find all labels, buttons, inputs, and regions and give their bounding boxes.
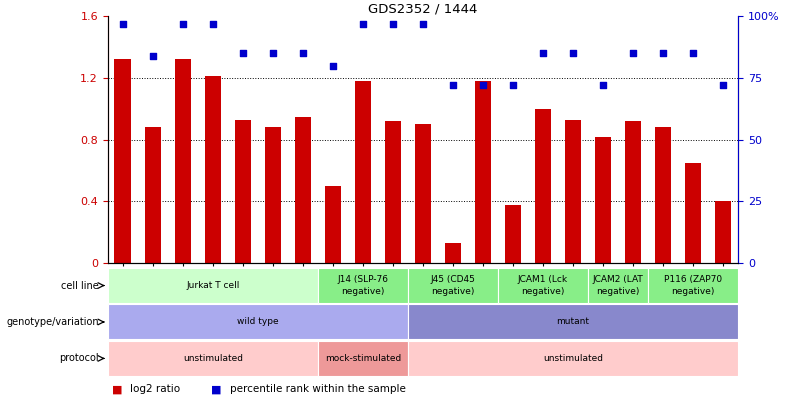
Point xyxy=(326,62,339,69)
Bar xyxy=(595,136,611,263)
Bar xyxy=(625,121,642,263)
Text: Jurkat T cell: Jurkat T cell xyxy=(186,281,239,290)
Point xyxy=(447,82,460,89)
Point xyxy=(567,50,579,56)
Bar xyxy=(265,127,281,263)
Bar xyxy=(505,205,521,263)
Text: ■: ■ xyxy=(112,384,122,394)
Point xyxy=(536,50,549,56)
Point xyxy=(117,20,129,27)
Bar xyxy=(108,305,408,339)
Point xyxy=(267,50,279,56)
Point xyxy=(297,50,310,56)
Bar xyxy=(235,119,251,263)
Bar xyxy=(294,117,311,263)
Bar xyxy=(318,268,408,303)
Point xyxy=(717,82,729,89)
Point xyxy=(236,50,249,56)
Text: JCAM2 (LAT
negative): JCAM2 (LAT negative) xyxy=(593,275,643,296)
Point xyxy=(357,20,369,27)
Point xyxy=(417,20,429,27)
Point xyxy=(176,20,189,27)
Text: unstimulated: unstimulated xyxy=(183,354,243,363)
Bar xyxy=(475,81,492,263)
Point xyxy=(386,20,399,27)
Bar xyxy=(385,121,401,263)
Bar xyxy=(588,268,648,303)
Bar xyxy=(408,305,738,339)
Bar xyxy=(318,341,408,376)
Point xyxy=(626,50,639,56)
Point xyxy=(657,50,670,56)
Bar xyxy=(175,60,191,263)
Text: protocol: protocol xyxy=(59,354,99,363)
Text: mutant: mutant xyxy=(556,318,590,326)
Bar xyxy=(108,341,318,376)
Point xyxy=(476,82,489,89)
Point xyxy=(207,20,219,27)
Bar xyxy=(204,77,221,263)
Text: genotype/variation: genotype/variation xyxy=(6,317,99,327)
Bar xyxy=(415,124,431,263)
Point xyxy=(507,82,519,89)
Text: mock-stimulated: mock-stimulated xyxy=(325,354,401,363)
Bar xyxy=(444,243,461,263)
Text: JCAM1 (Lck
negative): JCAM1 (Lck negative) xyxy=(518,275,568,296)
Bar xyxy=(144,127,161,263)
Point xyxy=(687,50,700,56)
Bar xyxy=(408,268,498,303)
Text: ■: ■ xyxy=(211,384,222,394)
Point xyxy=(597,82,610,89)
Text: J14 (SLP-76
negative): J14 (SLP-76 negative) xyxy=(338,275,389,296)
Bar xyxy=(114,60,131,263)
Text: log2 ratio: log2 ratio xyxy=(130,384,180,394)
Text: cell line: cell line xyxy=(61,281,99,290)
Bar xyxy=(354,81,371,263)
Bar xyxy=(648,268,738,303)
Point xyxy=(146,53,159,59)
Bar xyxy=(498,268,588,303)
Text: unstimulated: unstimulated xyxy=(543,354,603,363)
Text: J45 (CD45
negative): J45 (CD45 negative) xyxy=(431,275,476,296)
Bar xyxy=(565,119,581,263)
Title: GDS2352 / 1444: GDS2352 / 1444 xyxy=(368,2,478,15)
Bar xyxy=(715,202,732,263)
Text: wild type: wild type xyxy=(237,318,279,326)
Bar xyxy=(108,268,318,303)
Bar xyxy=(535,109,551,263)
Text: percentile rank within the sample: percentile rank within the sample xyxy=(230,384,405,394)
Bar xyxy=(325,186,341,263)
Bar xyxy=(655,127,671,263)
Bar xyxy=(685,163,701,263)
Text: P116 (ZAP70
negative): P116 (ZAP70 negative) xyxy=(664,275,722,296)
Bar xyxy=(408,341,738,376)
